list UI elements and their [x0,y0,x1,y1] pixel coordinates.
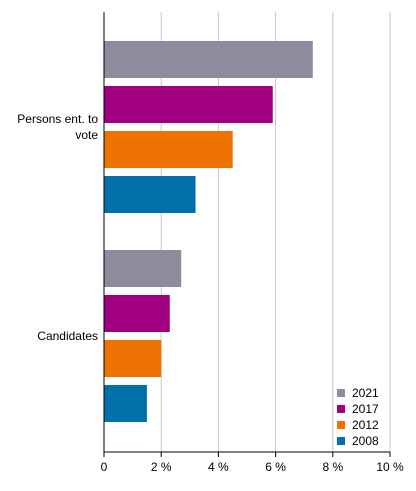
bars [104,41,313,422]
legend-swatch [337,405,345,413]
category-label: Candidates [37,329,98,343]
category-labels: Persons ent. to vote Candidates [17,112,98,343]
x-tick-label: 10 % [376,460,404,474]
category-label: Persons ent. to [17,112,98,126]
legend: 2021 2017 2012 2008 [337,386,379,448]
legend-swatch [337,389,345,397]
legend-label: 2008 [352,434,379,448]
legend-label: 2017 [352,402,379,416]
bar [104,176,196,213]
legend-label: 2021 [352,386,379,400]
x-tick-label: 0 [101,460,108,474]
bar [104,385,147,422]
x-tick-label: 6 % [265,460,286,474]
bar [104,250,182,287]
x-tick-label: 4 % [208,460,229,474]
bar [104,340,162,377]
bar [104,86,273,123]
x-axis-ticks: 0 2 % 4 % 6 % 8 % 10 % [101,452,404,474]
bar [104,295,170,332]
bar [104,41,313,78]
x-tick-label: 8 % [322,460,343,474]
x-tick-label: 2 % [151,460,172,474]
axes [103,12,390,453]
legend-swatch [337,437,345,445]
bar [104,131,233,168]
category-label: vote [75,128,98,142]
legend-label: 2012 [352,418,379,432]
gridlines [160,12,391,452]
legend-swatch [337,421,345,429]
